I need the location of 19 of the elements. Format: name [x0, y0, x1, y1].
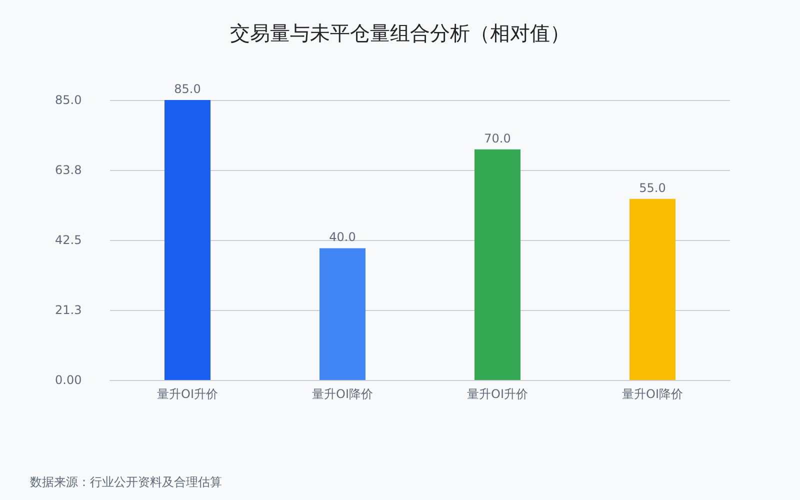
x-tick-label: 量升OI降价 [622, 387, 683, 401]
chart-title: 交易量与未平仓量组合分析（相对值） [230, 21, 570, 45]
y-tick-label: 85.0 [55, 93, 82, 107]
bar [164, 100, 210, 380]
y-tick-label: 42.5 [55, 233, 82, 247]
x-tick-label: 量升OI升价 [467, 387, 528, 401]
data-label: 85.0 [174, 82, 201, 96]
data-label: 40.0 [329, 230, 356, 244]
y-tick-label: 21.3 [55, 303, 82, 317]
bar [630, 198, 676, 380]
y-tick-label: 0.00 [55, 373, 82, 387]
x-tick-label: 量升OI降价 [312, 387, 373, 401]
source-note: 数据来源：行业公开资料及合理估算 [30, 475, 222, 489]
x-tick-label: 量升OI升价 [157, 387, 218, 401]
data-label: 70.0 [484, 131, 511, 146]
bar [474, 149, 520, 380]
data-label: 55.0 [639, 180, 666, 195]
bar [320, 248, 366, 380]
y-tick-label: 63.8 [55, 163, 82, 177]
